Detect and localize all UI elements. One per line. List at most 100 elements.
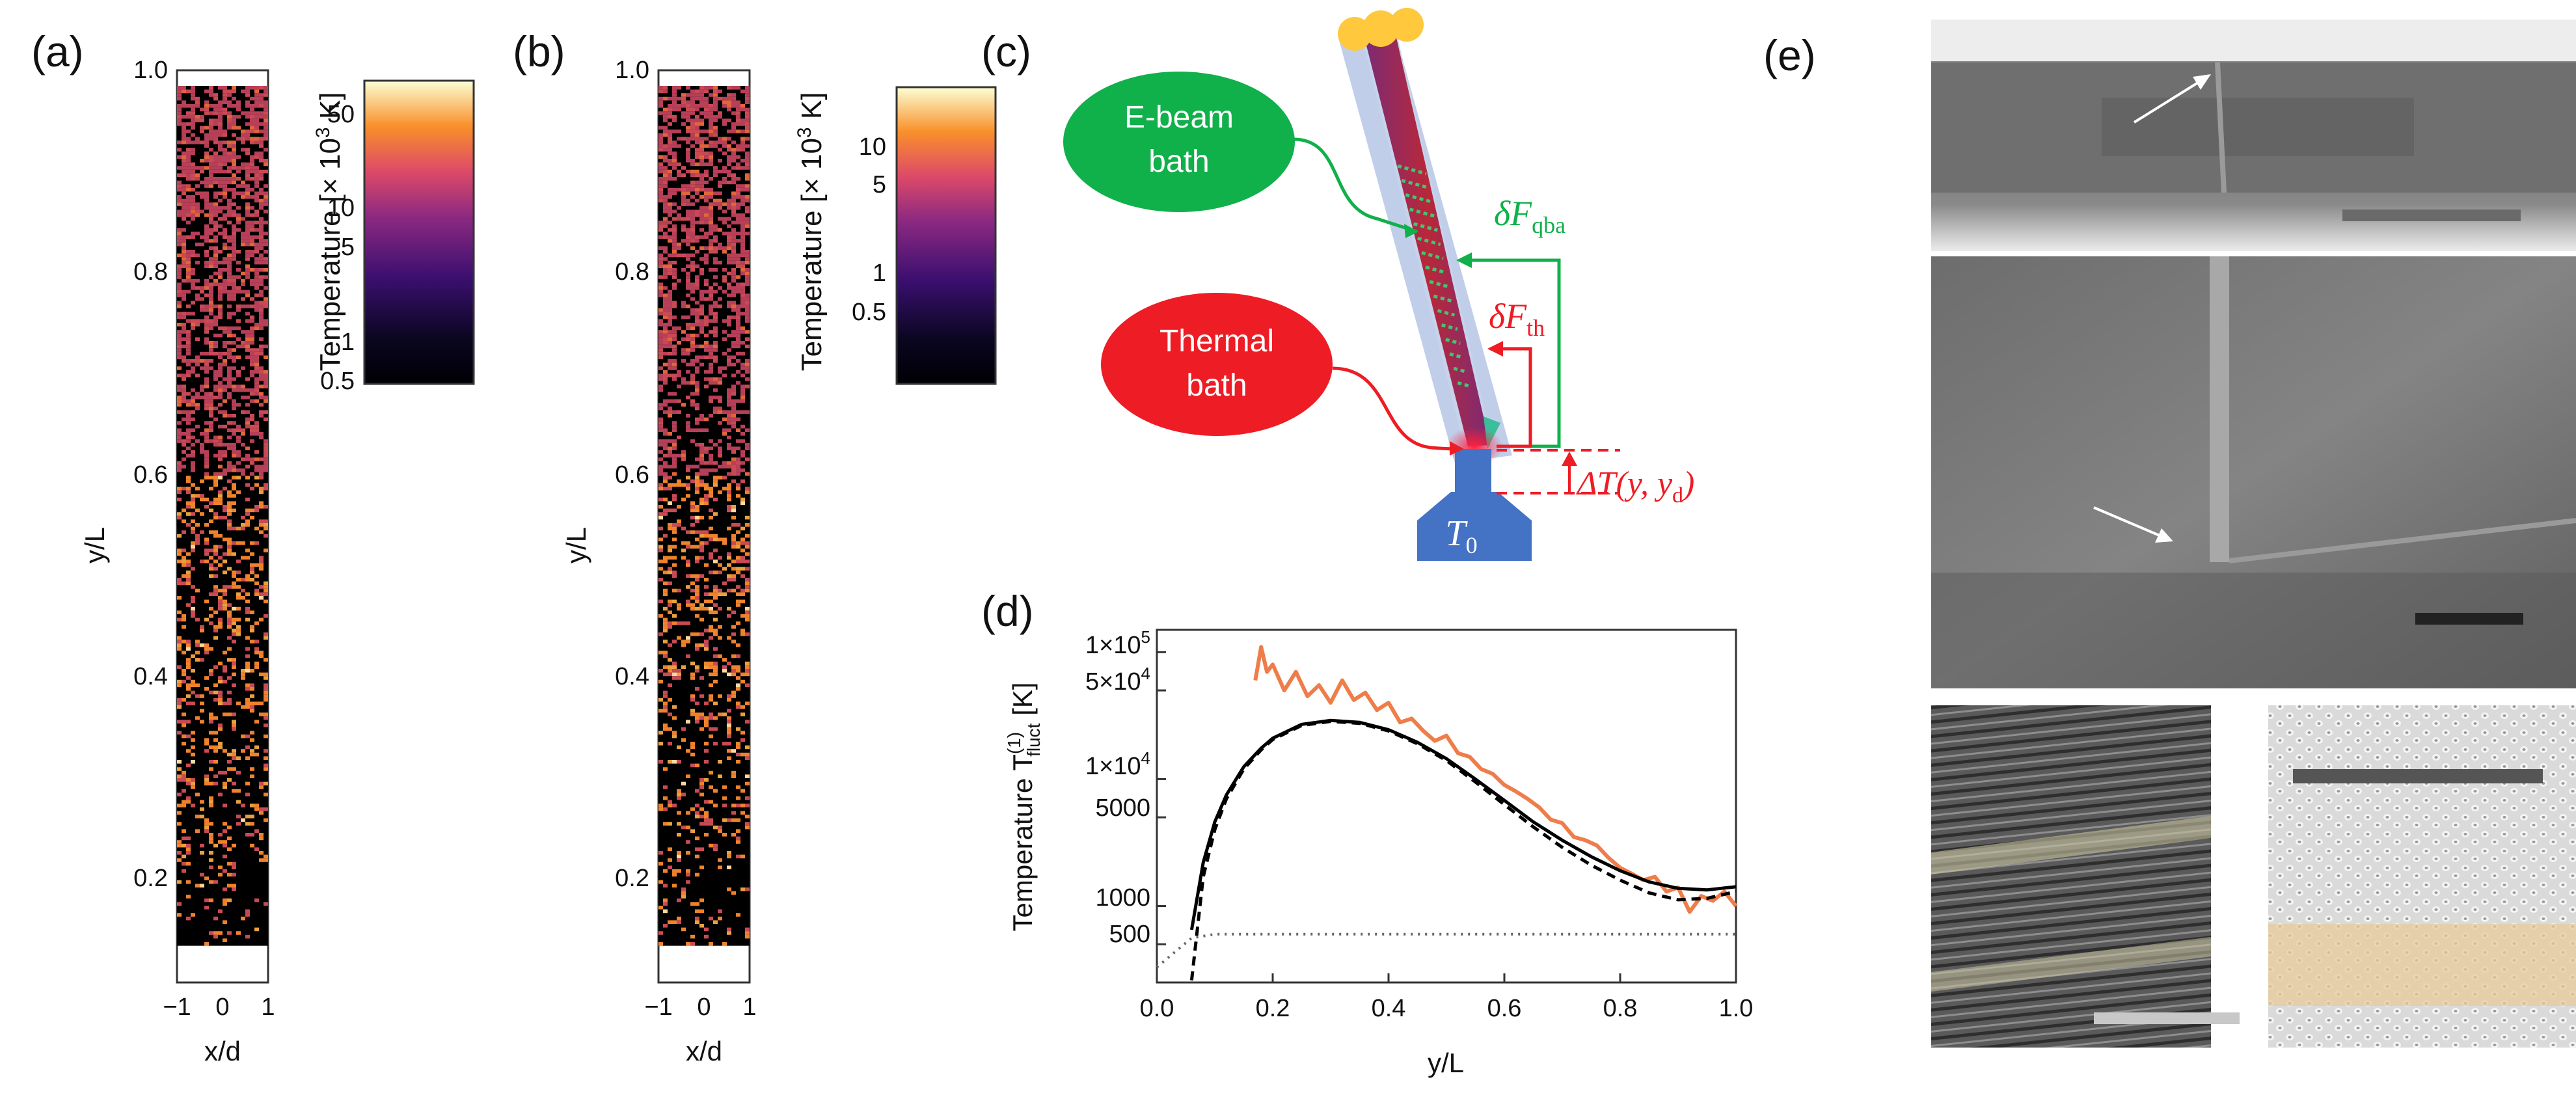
heatmap-cell (690, 333, 695, 338)
heatmap-cell (200, 169, 204, 174)
heatmap-cell (658, 709, 663, 713)
panel-c: (c) T0 E-beam bath (981, 8, 1694, 561)
heatmap-cell (223, 377, 227, 381)
heatmap-cell (218, 191, 223, 195)
heatmap-cell (250, 705, 254, 709)
heatmap-cell (713, 679, 718, 684)
heatmap-cell (704, 629, 709, 632)
heatmap-cell (227, 697, 232, 702)
heatmap-cell (681, 173, 686, 177)
heatmap-cell (236, 617, 241, 622)
heatmap-cell (690, 661, 695, 666)
heatmap-cell (182, 548, 186, 552)
heatmap-cell (204, 465, 209, 468)
heatmap-cell (658, 89, 663, 94)
heatmap-cell (686, 621, 690, 625)
heatmap-cell (218, 351, 223, 356)
heatmap-cell (259, 836, 264, 841)
heatmap-cell (704, 468, 709, 472)
heatmap-cell (218, 100, 223, 104)
colorbar-b-gradient (895, 86, 997, 385)
heatmap-cell (740, 144, 745, 148)
heatmap-cell (245, 483, 250, 487)
heatmap-cell (223, 162, 227, 167)
heatmap-cell (695, 465, 699, 468)
heatmap-cell (213, 210, 218, 213)
heatmap-cell (250, 195, 254, 199)
t0-label: T0 (1445, 513, 1477, 558)
heatmap-cell (699, 785, 704, 789)
heatmap-cell (709, 800, 713, 804)
heatmap-cell (182, 242, 186, 247)
heatmap-cell (663, 297, 668, 301)
heatmap-cell (213, 264, 218, 268)
heatmap-cell (718, 202, 722, 206)
heatmap-cell (213, 552, 218, 556)
heatmap-cell (672, 235, 677, 239)
heatmap-cell (731, 177, 736, 181)
heatmap-cell (223, 920, 227, 924)
heatmap-cell (681, 497, 686, 502)
heatmap-cell (704, 716, 709, 720)
heatmap-cell (663, 621, 668, 625)
heatmap-cell (663, 250, 668, 254)
heatmap-cell (245, 122, 250, 126)
heatmap-cell (264, 286, 268, 290)
heatmap-cell (227, 122, 232, 126)
heatmap-cell (250, 804, 254, 807)
heatmap-cell (191, 669, 195, 673)
heatmap-cell (695, 537, 699, 541)
heatmap-cell (709, 155, 713, 159)
heatmap-cell (250, 162, 254, 167)
heatmap-cell (250, 432, 254, 436)
heatmap-cell (213, 151, 218, 156)
heatmap-cell (704, 446, 709, 450)
heatmap-cell (254, 104, 259, 108)
heatmap-cell (213, 545, 218, 549)
heatmap-cell (209, 392, 213, 396)
heatmap-cell (250, 326, 254, 331)
heatmap-cell (731, 461, 736, 465)
heatmap-cell (227, 442, 232, 447)
heatmap-cell (672, 672, 677, 677)
heatmap-cell (186, 763, 191, 768)
heatmap-cell (191, 403, 195, 407)
heatmap-cell (241, 749, 245, 753)
heatmap-cell (186, 720, 191, 724)
heatmap-cell (709, 537, 713, 541)
heatmap-cell (709, 822, 713, 826)
heatmap-cell (672, 869, 677, 873)
heatmap-cell (736, 428, 740, 432)
heatmap-cell (213, 388, 218, 392)
heatmap-cell (259, 305, 264, 308)
heatmap-cell (736, 742, 740, 746)
heatmap-cell (704, 461, 709, 465)
heatmap-cell (699, 515, 704, 520)
heatmap-cell (699, 778, 704, 782)
heatmap-cell (227, 305, 232, 308)
heatmap-cell (177, 774, 182, 778)
heatmap-cell (250, 348, 254, 352)
heatmap-cell (232, 476, 236, 480)
heatmap-cell (672, 665, 677, 669)
heatmap-cell (264, 260, 268, 265)
th-feedback-loop (1491, 347, 1532, 448)
heatmap-cell (236, 100, 241, 104)
heatmap-cell (672, 424, 677, 429)
heatmap-cell (245, 396, 250, 400)
heatmap-cell (182, 778, 186, 782)
heatmap-cell (681, 457, 686, 461)
heatmap-cell (686, 563, 690, 567)
heatmap-cell (686, 869, 690, 873)
heatmap-cell (699, 428, 704, 432)
heatmap-cell (186, 428, 191, 432)
heatmap-cell (204, 742, 209, 746)
heatmap-cell (232, 312, 236, 316)
heatmap-cell (695, 592, 699, 596)
heatmap-cell (218, 148, 223, 152)
heatmap-cell (232, 749, 236, 753)
heatmap-cell (686, 271, 690, 276)
heatmap-cell (740, 224, 745, 228)
heatmap-cell (250, 282, 254, 286)
heatmap-cell (672, 494, 677, 498)
